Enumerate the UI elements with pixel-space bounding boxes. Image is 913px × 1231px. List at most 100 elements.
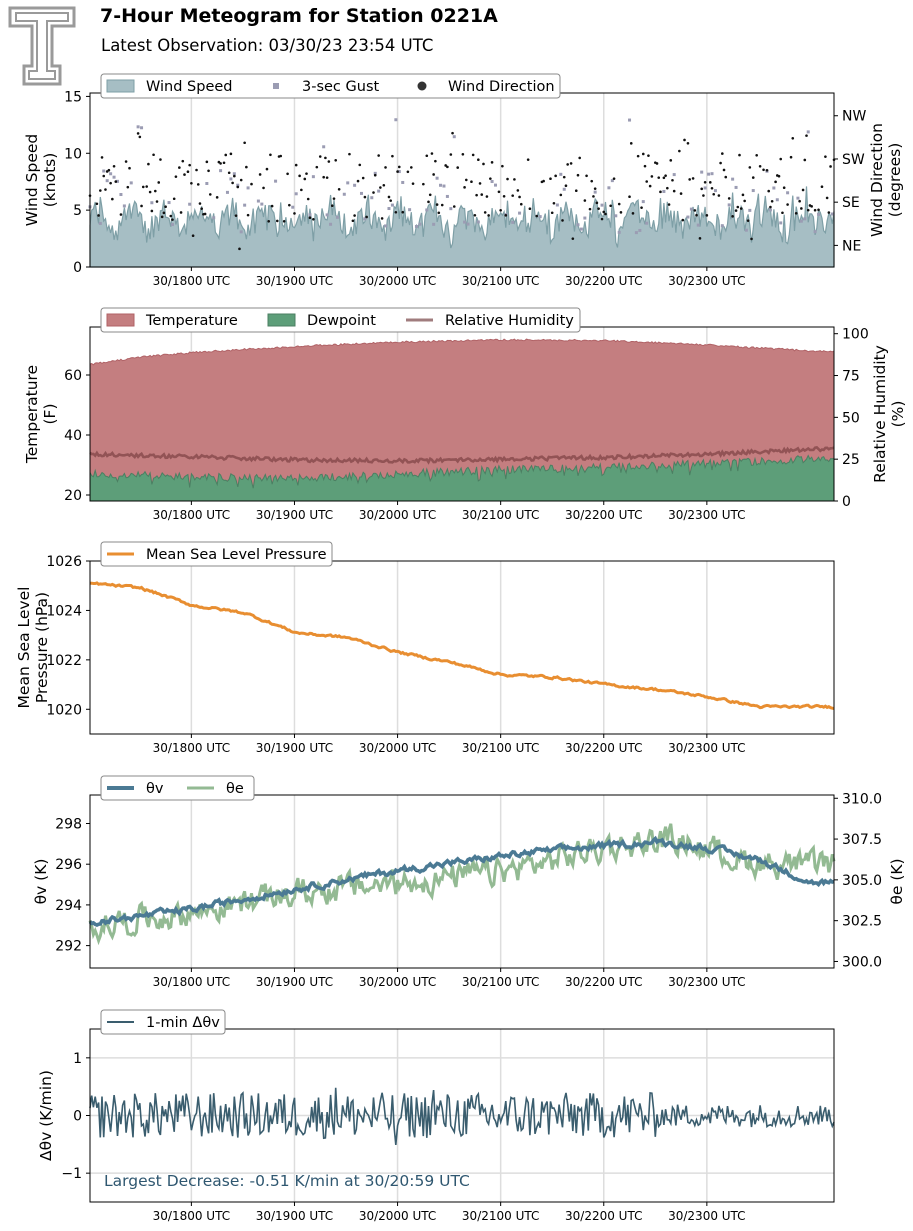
wind-direction-point	[774, 180, 777, 184]
x-tick-label: 30/2300 UTC	[668, 741, 745, 755]
gust-point	[370, 196, 374, 200]
gust-point	[102, 169, 106, 173]
delta-theta-line	[89, 1087, 835, 1145]
wind-direction-point	[767, 189, 771, 193]
wind-direction-point	[207, 169, 210, 173]
gust-point	[830, 212, 834, 216]
panel-thermo: 30/1800 UTC 30/1900 UTC 30/2000 UTC 30/2100…	[23, 307, 907, 522]
y-tick-label: 10	[64, 146, 82, 162]
gust-point	[720, 224, 724, 228]
panel-wind: 30/1800 UTC 30/1900 UTC 30/2000 UTC 30/2100…	[23, 73, 904, 288]
wind-direction-point	[427, 200, 430, 204]
x-tick-label: 30/1800 UTC	[153, 1209, 230, 1223]
wind-direction-point	[791, 136, 795, 140]
wind-direction-point	[136, 132, 140, 135]
wind-direction-point	[741, 193, 745, 197]
wind-direction-point	[324, 156, 327, 160]
legend-label: θe	[226, 781, 244, 797]
wind-direction-point	[746, 219, 750, 222]
gust-point	[260, 202, 264, 206]
wind-direction-point	[160, 215, 164, 219]
wind-direction-point	[478, 182, 482, 185]
legend-box	[100, 775, 255, 801]
y-tick-label: 294	[55, 898, 82, 914]
gust-point	[803, 217, 807, 221]
wind-direction-point	[437, 211, 441, 215]
wind-direction-point	[306, 197, 310, 201]
wind-direction-point	[705, 214, 709, 217]
gust-point	[119, 193, 123, 197]
wind-direction-point	[239, 178, 243, 182]
wind-direction-point	[124, 160, 128, 163]
wind-direction-point	[483, 211, 487, 214]
gust-point	[188, 202, 192, 206]
gust-point	[329, 222, 333, 226]
gust-point	[308, 213, 312, 217]
y2-tick-label: 307.5	[842, 832, 882, 848]
wind-direction-point	[513, 178, 516, 181]
wind-direction-point	[669, 159, 673, 162]
wind-direction-point	[353, 214, 356, 217]
gust-point	[607, 186, 611, 190]
wind-direction-point	[236, 185, 240, 189]
wind-direction-point	[111, 197, 114, 201]
gust-point	[490, 180, 494, 184]
y-tick-label: 296	[55, 857, 82, 873]
wind-direction-point	[643, 164, 647, 168]
gust-point	[236, 183, 240, 187]
y-tick-label: 1024	[46, 603, 82, 619]
wind-direction-point	[473, 213, 477, 217]
gust-point	[452, 135, 456, 139]
y-tick-label: 15	[64, 89, 82, 105]
wind-direction-point	[592, 195, 595, 198]
wind-direction-point	[452, 205, 456, 208]
wind-direction-point	[380, 217, 384, 220]
wind-direction-point	[148, 190, 152, 194]
gust-point	[129, 181, 133, 185]
gust-point	[219, 169, 223, 173]
wind-direction-point	[164, 205, 167, 209]
wind-direction-point	[708, 181, 712, 184]
y-tick-label: 0	[73, 1109, 82, 1125]
wind-direction-point	[542, 179, 545, 183]
x-tick-label: 30/2100 UTC	[462, 274, 539, 288]
y2-axis-label-line: (%)	[889, 401, 907, 428]
wind-direction-point	[817, 208, 820, 212]
y-axis-label-line: Δθv (K/min)	[37, 1070, 55, 1161]
wind-direction-point	[640, 206, 643, 209]
y2-tick-label: SW	[842, 152, 865, 168]
wind-direction-point	[155, 200, 159, 203]
wind-direction-point	[641, 152, 645, 156]
wind-direction-point	[188, 163, 191, 167]
wind-direction-point	[717, 194, 721, 197]
gust-point	[628, 118, 632, 122]
gust-point	[817, 212, 821, 216]
wind-direction-point	[647, 154, 650, 157]
gust-point	[311, 175, 315, 179]
gust-point	[414, 224, 418, 228]
wind-direction-point	[657, 176, 661, 179]
wind-direction-point	[183, 173, 186, 176]
gust-point	[638, 228, 642, 232]
wind-direction-point	[470, 180, 473, 183]
wind-direction-point	[401, 210, 405, 214]
gust-point	[425, 208, 429, 212]
wind-direction-point	[430, 152, 434, 155]
y-tick-label: 20	[64, 488, 82, 504]
wind-direction-point	[444, 164, 447, 167]
wind-direction-point	[422, 182, 425, 186]
gust-point	[559, 172, 563, 176]
legend-label: Dewpoint	[307, 313, 376, 329]
wind-direction-point	[377, 154, 380, 157]
gust-point	[748, 208, 752, 212]
wind-direction-point	[679, 192, 683, 195]
gust-point	[463, 220, 467, 224]
wind-direction-point	[196, 183, 200, 186]
y-tick-label: 1026	[46, 554, 82, 570]
wind-direction-point	[549, 177, 552, 180]
wind-direction-point	[425, 154, 429, 158]
wind-direction-point	[361, 176, 365, 180]
gust-point	[813, 230, 817, 234]
legend-label: 1-min Δθv	[146, 1015, 220, 1031]
